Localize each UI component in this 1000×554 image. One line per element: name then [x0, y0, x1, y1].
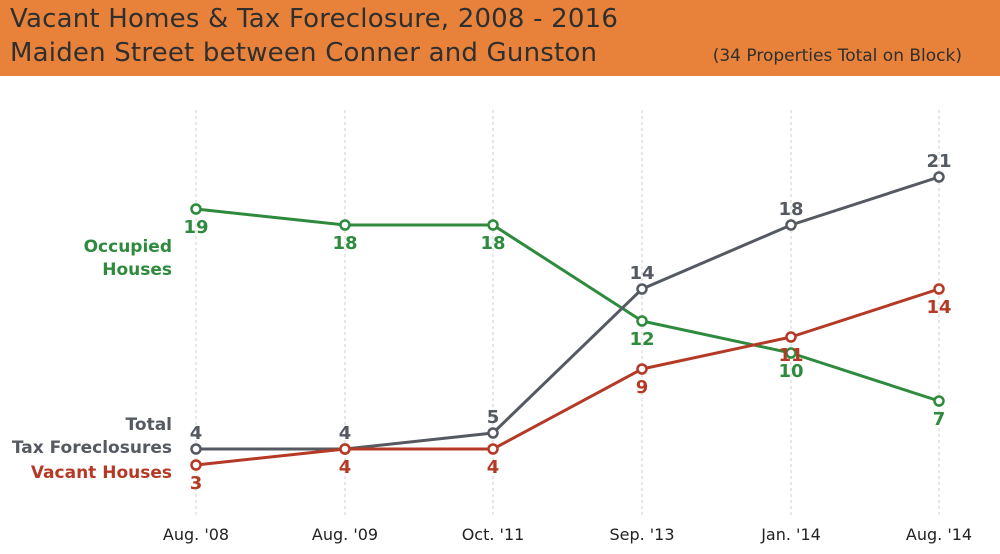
data-label: 4: [339, 423, 352, 444]
data-point: [933, 171, 945, 183]
legend-label: Tax Foreclosures: [12, 438, 172, 458]
legend-label: Houses: [102, 260, 172, 280]
legend-label: Occupied: [84, 237, 172, 257]
legend-label: Vacant Houses: [31, 463, 172, 483]
x-tick-label: Oct. '11: [462, 525, 525, 544]
data-point: [487, 443, 499, 455]
chart-note: (34 Properties Total on Block): [712, 46, 962, 66]
data-point: [339, 443, 351, 455]
data-point: [933, 283, 945, 295]
x-tick-label: Aug. '08: [163, 525, 229, 544]
data-label: 9: [636, 377, 649, 398]
series-line: [194, 287, 941, 467]
data-point: [487, 219, 499, 231]
data-label: 14: [629, 263, 654, 284]
data-label: 10: [778, 361, 803, 382]
series-line: [194, 207, 941, 403]
series-group: 19 18 18 12 10 7 4 4 5 14 18 21 3 4 4 9 11 14: [183, 151, 951, 494]
data-point: [933, 395, 945, 407]
chart-title: Vacant Homes & Tax Foreclosure, 2008 - 2…: [10, 4, 619, 34]
legend-label: Total: [126, 415, 172, 435]
x-tick-label: Sep. '13: [609, 525, 674, 544]
data-point: [636, 363, 648, 375]
title-banner: Vacant Homes & Tax Foreclosure, 2008 - 2…: [0, 0, 1000, 76]
data-point: [190, 203, 202, 215]
data-point: [636, 283, 648, 295]
series-occupied-houses: 19 18 18 12 10 7: [183, 203, 946, 430]
data-label: 7: [933, 409, 946, 430]
data-point: [785, 347, 797, 359]
x-tick-label: Jan. '14: [760, 525, 821, 544]
data-point: [190, 443, 202, 455]
data-label: 21: [926, 151, 951, 172]
x-axis: Aug. '08 Aug. '09 Oct. '11 Sep. '13 Jan. '14…: [163, 525, 972, 544]
inline-legend: Occupied Houses Total Tax Foreclosures Vacan…: [12, 237, 172, 483]
data-label: 4: [190, 423, 203, 444]
series-total-tax-foreclosures: 4 4 5 14 18 21: [190, 151, 952, 455]
data-label: 5: [487, 407, 500, 428]
series-line: [194, 175, 941, 451]
data-label: 3: [190, 473, 203, 494]
data-label: 4: [487, 457, 500, 478]
data-label: 11: [778, 345, 803, 366]
data-label: 18: [332, 233, 357, 254]
data-point: [339, 219, 351, 231]
data-label: 12: [629, 329, 654, 350]
data-label: 18: [480, 233, 505, 254]
data-point: [636, 315, 648, 327]
data-point: [785, 219, 797, 231]
data-label: 18: [778, 199, 803, 220]
x-tick-label: Aug. '09: [312, 525, 378, 544]
chart-subtitle: Maiden Street between Conner and Gunston: [10, 38, 598, 68]
series-vacant-houses: 3 4 4 9 11 14: [190, 283, 952, 494]
data-point: [487, 427, 499, 439]
data-point: [785, 331, 797, 343]
data-point: [190, 459, 202, 471]
data-label: 4: [339, 457, 352, 478]
data-label: 14: [926, 297, 951, 318]
data-label: 19: [183, 217, 208, 238]
x-tick-label: Aug. '14: [906, 525, 972, 544]
